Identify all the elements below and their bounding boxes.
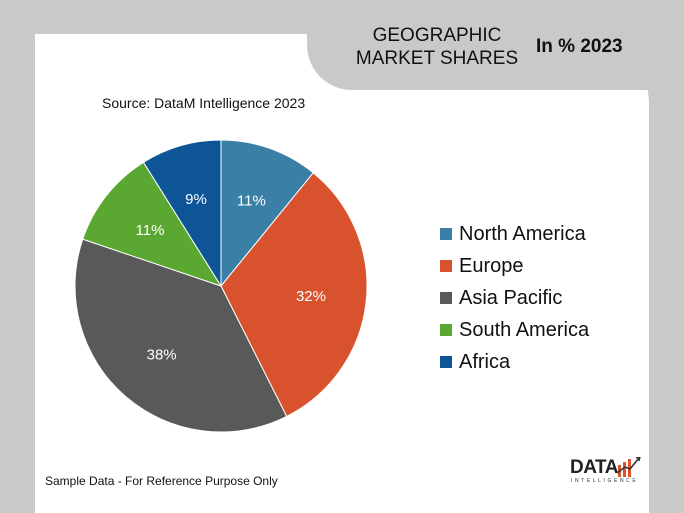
legend-item-asia-pacific: Asia Pacific (440, 282, 589, 314)
pie-label-africa: 9% (185, 191, 207, 208)
legend-label: Asia Pacific (459, 286, 563, 309)
pie-slice-africa (142, 139, 222, 288)
datam-logo: DATA INTELLIGENCE (570, 455, 642, 489)
legend-label: Africa (459, 350, 511, 373)
legend-label: Europe (459, 254, 524, 277)
legend-label: North America (459, 222, 586, 245)
logo-text: DATA (570, 457, 618, 478)
legend-swatch (440, 324, 452, 336)
pie-slice-europe (220, 172, 368, 418)
pie-slice-north-america (220, 139, 314, 288)
footnote: Sample Data - For Reference Purpose Only (45, 474, 278, 488)
legend-item-africa: Africa (440, 346, 589, 378)
pie-slice-asia-pacific (74, 238, 288, 433)
header-tab (307, 0, 684, 90)
legend-item-south-america: South America (440, 314, 589, 346)
chart-subtitle: In % 2023 (536, 36, 623, 57)
logo-bars-icon (617, 457, 641, 477)
legend-swatch (440, 292, 452, 304)
legend-label: South America (459, 318, 590, 341)
legend-swatch (440, 356, 452, 368)
legend-item-europe: Europe (440, 250, 589, 282)
legend-swatch (440, 228, 452, 240)
chart-title: GEOGRAPHIC MARKET SHARES (348, 24, 526, 70)
pie-label-south-america: 11% (136, 222, 165, 239)
chart-legend: North America Europe Asia Pacific South Ame… (440, 218, 589, 378)
chart-title-line1: GEOGRAPHIC (372, 25, 502, 46)
chart-title-line2: MARKET SHARES (355, 48, 519, 69)
source-text: Source: DataM Intelligence 2023 (102, 95, 306, 111)
legend-swatch (440, 260, 452, 272)
legend-item-north-america: North America (440, 218, 589, 250)
pie-label-north-america: 11% (237, 193, 266, 210)
pie-label-europe: 32% (296, 288, 326, 305)
pie-slice-south-america (82, 161, 223, 287)
pie-label-asia-pacific: 38% (147, 346, 177, 363)
logo-subtext: INTELLIGENCE (571, 478, 639, 484)
